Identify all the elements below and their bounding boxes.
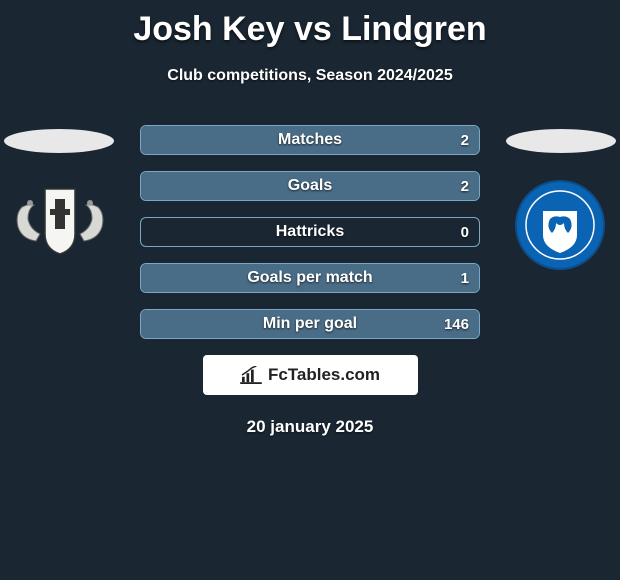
stat-row: Goals per match 1 (140, 263, 480, 293)
stat-right-value: 0 (461, 218, 469, 246)
page-title: Josh Key vs Lindgren (0, 0, 620, 49)
right-player-column (500, 125, 620, 271)
stat-row: Hattricks 0 (140, 217, 480, 247)
stat-row: Min per goal 146 (140, 309, 480, 339)
stat-row: Matches 2 (140, 125, 480, 155)
left-player-column (0, 125, 120, 259)
stat-label: Matches (278, 131, 342, 149)
stat-right-value: 2 (461, 126, 469, 154)
left-player-slot (4, 129, 114, 153)
right-player-slot (506, 129, 616, 153)
right-team-crest (510, 179, 610, 271)
chart-icon (240, 366, 262, 384)
stats-list: Matches 2 Goals 2 Hattricks 0 Goals per … (140, 125, 480, 355)
stat-right-value: 146 (444, 310, 469, 338)
stat-label: Goals per match (247, 269, 372, 287)
subtitle: Club competitions, Season 2024/2025 (0, 67, 620, 85)
comparison-panel: Matches 2 Goals 2 Hattricks 0 Goals per … (0, 125, 620, 355)
stat-row: Goals 2 (140, 171, 480, 201)
stat-label: Min per goal (263, 315, 357, 333)
stat-label: Hattricks (276, 223, 344, 241)
attribution-badge[interactable]: FcTables.com (203, 355, 418, 395)
stat-label: Goals (288, 177, 332, 195)
stat-right-value: 1 (461, 264, 469, 292)
snapshot-date: 20 january 2025 (0, 417, 620, 437)
stat-right-value: 2 (461, 172, 469, 200)
left-team-crest (10, 179, 110, 259)
attribution-text: FcTables.com (268, 365, 380, 385)
